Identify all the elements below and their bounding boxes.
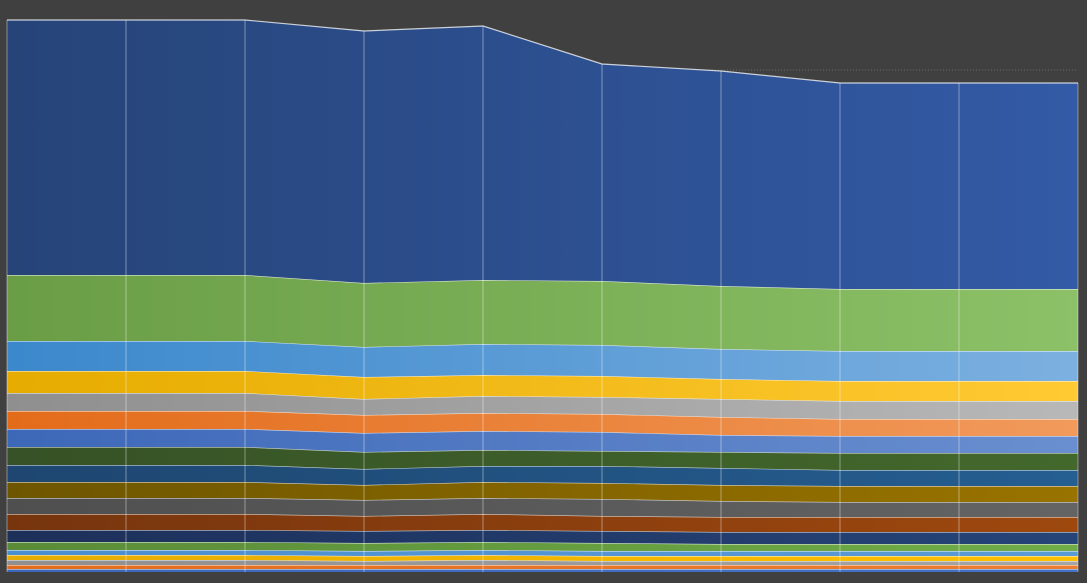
area-series-s10: [7, 482, 1078, 502]
area-series-s5: [7, 393, 1078, 419]
area-series-s13: [7, 530, 1078, 544]
area-series-group: [7, 19, 1078, 572]
area-boundary-s1: [7, 19, 1078, 84]
area-series-s19: [7, 569, 1078, 572]
vertical-gridlines: [6, 20, 1079, 572]
area-series-s7: [7, 429, 1078, 453]
area-series-s12: [7, 514, 1078, 532]
area-series-s2: [7, 275, 1078, 351]
area-series-s6: [7, 411, 1078, 436]
area-series-s11: [7, 498, 1078, 517]
area-series-s1: [7, 20, 1078, 289]
area-series-s4: [7, 371, 1078, 401]
area-series-s9: [7, 465, 1078, 486]
area-series-s18: [7, 565, 1078, 569]
